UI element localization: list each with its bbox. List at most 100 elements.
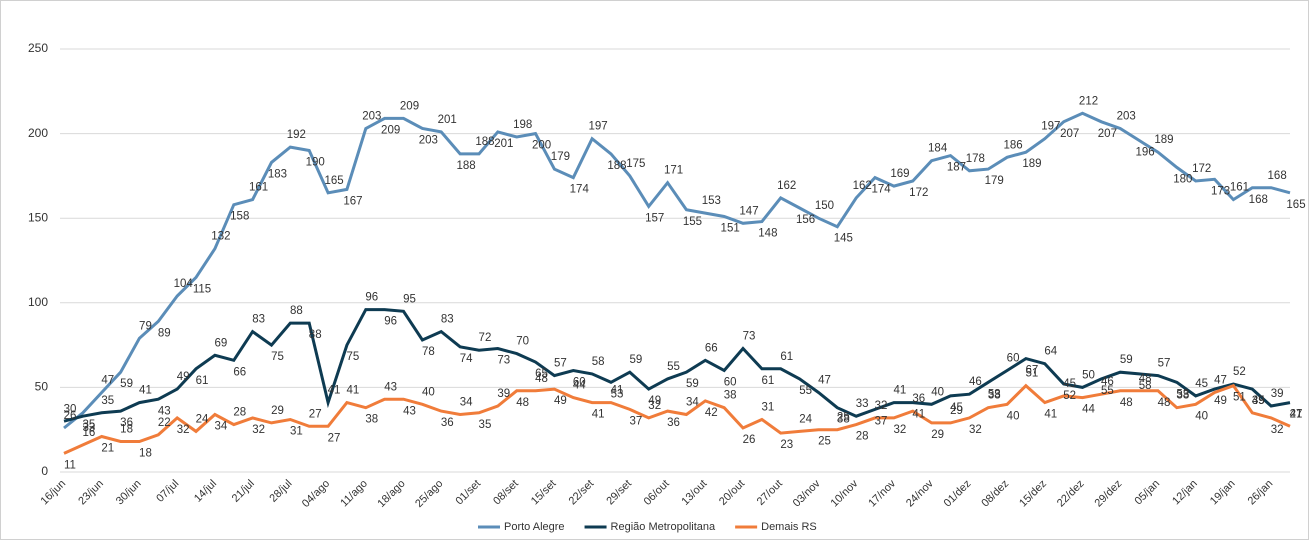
data-label: 29	[931, 429, 944, 441]
data-label: 32	[969, 424, 982, 436]
data-label: 43	[158, 405, 171, 417]
data-label: 47	[818, 375, 831, 387]
data-label: 192	[287, 129, 306, 141]
data-label: 30	[64, 403, 77, 415]
data-label: 72	[479, 332, 492, 344]
data-label: 42	[705, 407, 718, 419]
data-label: 95	[403, 293, 416, 305]
data-label: 173	[1211, 185, 1230, 197]
data-label: 64	[1044, 346, 1057, 358]
data-label: 25	[837, 412, 850, 424]
data-label: 43	[384, 381, 397, 393]
data-label: 44	[1082, 404, 1095, 416]
data-label: 32	[648, 400, 661, 412]
data-label: 34	[686, 397, 699, 409]
series-line	[63, 383, 1291, 455]
data-label: 40	[931, 386, 944, 398]
data-label: 48	[1139, 373, 1152, 385]
data-label: 75	[347, 351, 360, 363]
data-label: 41	[611, 385, 624, 397]
data-label: 45	[1195, 378, 1208, 390]
data-label: 49	[1252, 395, 1265, 407]
data-label: 55	[667, 361, 680, 373]
data-label: 203	[362, 111, 381, 123]
data-label: 40	[422, 386, 435, 398]
data-label: 148	[758, 228, 777, 240]
data-label: 174	[871, 184, 891, 196]
data-label: 188	[607, 160, 626, 172]
y-tick-label: 0	[41, 464, 48, 478]
data-label: 25	[818, 436, 831, 448]
data-label: 32	[177, 424, 190, 436]
data-label: 174	[570, 184, 590, 196]
data-label: 209	[381, 124, 400, 136]
data-label: 52	[1063, 390, 1076, 402]
data-label: 186	[1003, 139, 1022, 151]
data-label: 59	[1120, 354, 1133, 366]
data-label: 32	[894, 424, 907, 436]
data-label: 55	[799, 385, 812, 397]
data-label: 201	[494, 138, 513, 150]
data-label: 38	[988, 390, 1001, 402]
data-label: 200	[532, 140, 551, 152]
data-label: 49	[1214, 395, 1227, 407]
data-label: 104	[174, 278, 194, 290]
data-label: 203	[1117, 111, 1136, 123]
data-label: 48	[535, 373, 548, 385]
data-label: 179	[985, 175, 1004, 187]
data-label: 161	[1230, 182, 1249, 194]
legend-label: Demais RS	[761, 521, 817, 533]
data-label: 49	[648, 395, 661, 407]
data-label: 35	[479, 419, 492, 431]
data-label: 29	[271, 405, 284, 417]
data-label: 39	[1271, 388, 1284, 400]
data-label: 190	[306, 157, 325, 169]
data-label: 96	[365, 292, 378, 304]
data-label: 66	[233, 366, 246, 378]
data-label: 69	[214, 337, 227, 349]
data-label: 188	[456, 160, 475, 172]
data-label: 67	[1026, 365, 1039, 377]
data-label: 36	[667, 417, 680, 429]
data-label: 33	[856, 398, 869, 410]
data-label: 60	[724, 377, 737, 389]
data-label: 40	[1195, 410, 1208, 422]
data-label: 79	[139, 320, 152, 332]
data-label: 60	[1007, 353, 1020, 365]
data-label: 132	[211, 231, 230, 243]
data-label: 147	[739, 205, 758, 217]
y-tick-label: 150	[28, 210, 48, 224]
data-label: 161	[249, 182, 268, 194]
data-label: 196	[1136, 146, 1155, 158]
data-label: 35	[101, 395, 114, 407]
data-label: 41	[1290, 409, 1303, 421]
series-line	[63, 308, 1291, 423]
data-label: 169	[890, 168, 909, 180]
data-label: 88	[309, 329, 322, 341]
data-label: 188	[475, 136, 494, 148]
data-label: 32	[252, 424, 265, 436]
data-label: 51	[1026, 368, 1039, 380]
data-label: 150	[815, 200, 834, 212]
data-label: 74	[460, 353, 473, 365]
data-label: 197	[589, 121, 608, 133]
y-tick-label: 200	[28, 126, 48, 140]
data-label: 32	[875, 400, 888, 412]
data-label: 29	[950, 405, 963, 417]
data-label: 46	[969, 376, 982, 388]
data-label: 83	[441, 314, 454, 326]
data-label: 207	[1098, 128, 1117, 140]
data-label: 178	[966, 153, 985, 165]
data-label: 44	[573, 380, 586, 392]
data-label: 96	[384, 316, 397, 328]
data-label: 33	[82, 422, 95, 434]
data-label: 41	[328, 385, 341, 397]
data-label: 31	[761, 402, 774, 414]
data-label: 157	[645, 212, 664, 224]
data-label: 38	[1176, 390, 1189, 402]
data-label: 168	[1249, 194, 1268, 206]
data-label: 59	[629, 354, 642, 366]
data-label: 27	[328, 432, 341, 444]
data-label: 41	[139, 385, 152, 397]
